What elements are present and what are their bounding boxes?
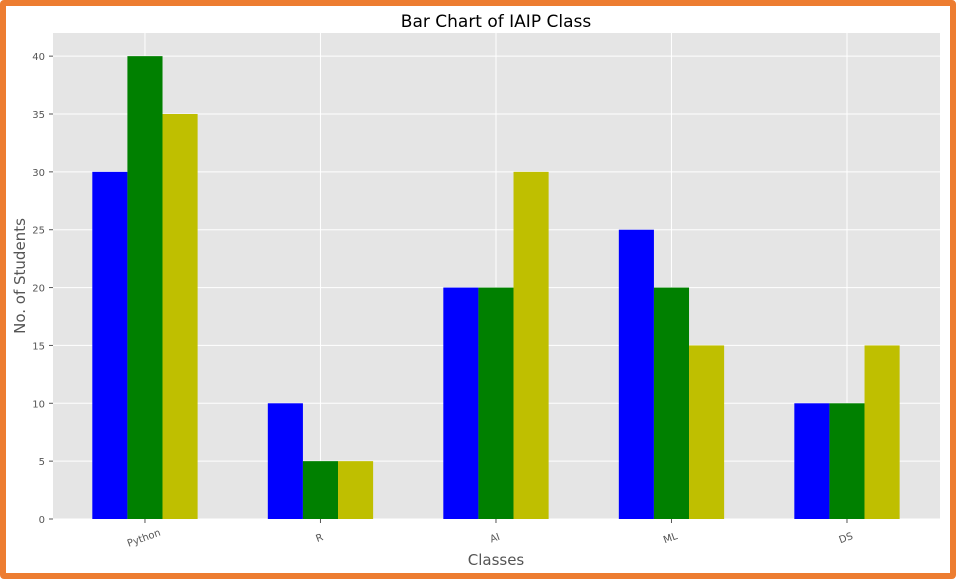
y-tick-label: 20 — [32, 284, 45, 295]
bar-python-series-3 — [162, 114, 198, 519]
x-tick-label: Python — [126, 528, 162, 550]
bar-ds-series-3 — [864, 345, 900, 519]
x-tick-label: R — [314, 532, 324, 545]
y-tick-label: 30 — [32, 168, 45, 179]
y-axis-label: No. of Students — [11, 218, 29, 334]
bar-python-series-2 — [127, 56, 163, 520]
bar-ds-series-2 — [829, 403, 865, 519]
bar-python-series-1 — [92, 171, 128, 519]
bar-ds-series-1 — [794, 403, 830, 519]
y-tick-label: 0 — [39, 515, 45, 526]
y-tick-label: 25 — [32, 226, 45, 237]
bar-ml-series-2 — [653, 287, 690, 519]
x-tick-label: DS — [838, 531, 855, 546]
bar-ml-series-3 — [689, 345, 725, 519]
chart-title: Bar Chart of IAIP Class — [401, 12, 592, 32]
x-axis-label: Classes — [468, 551, 525, 569]
y-tick-label: 40 — [32, 52, 45, 63]
bar-ml-series-1 — [618, 229, 654, 519]
bar-r-series-1 — [267, 403, 303, 519]
y-tick-label: 5 — [39, 457, 45, 468]
x-tick-label: ML — [662, 531, 680, 546]
y-tick-label: 35 — [32, 110, 45, 121]
bar-r-series-2 — [302, 461, 339, 519]
bar-r-series-3 — [338, 461, 374, 519]
y-tick-label: 15 — [32, 341, 45, 352]
x-tick-label: AI — [489, 532, 502, 546]
y-tick-label: 10 — [32, 399, 45, 410]
bar-ai-series-3 — [513, 171, 549, 519]
bar-ai-series-1 — [443, 287, 479, 519]
bar-ai-series-2 — [478, 287, 514, 519]
